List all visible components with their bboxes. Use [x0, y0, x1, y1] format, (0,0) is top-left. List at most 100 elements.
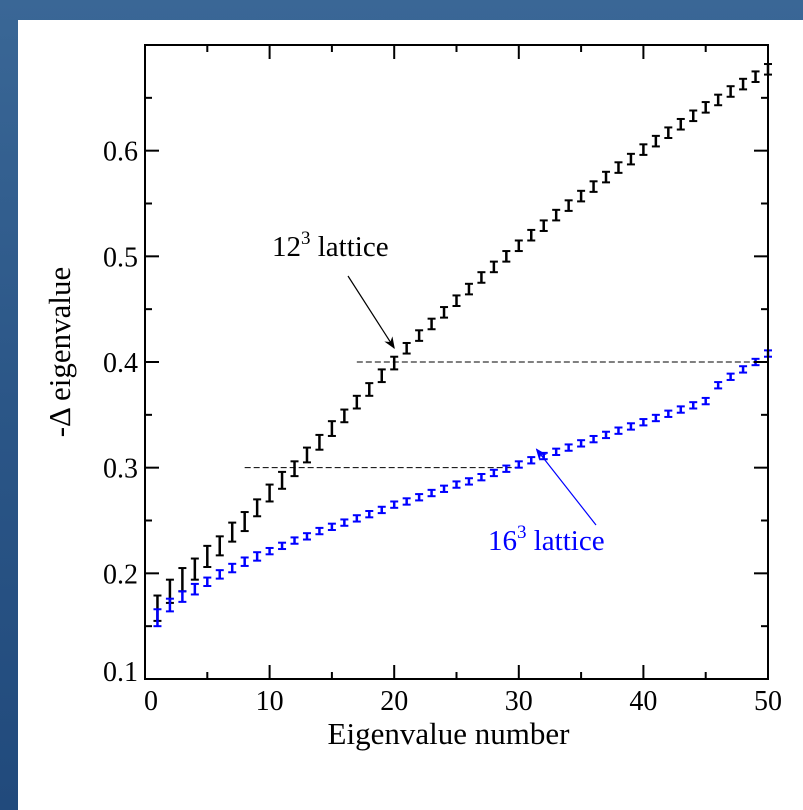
- data-point: [165, 597, 174, 613]
- data-point: [215, 535, 224, 557]
- data-point: [240, 556, 249, 567]
- data-point: [327, 420, 336, 437]
- data-point: [203, 576, 212, 588]
- data-point: [664, 126, 673, 139]
- data-point: [340, 518, 349, 527]
- y-tick-label: 0.1: [103, 657, 138, 688]
- data-point: [651, 413, 660, 423]
- data-point: [464, 282, 473, 296]
- data-point: [402, 497, 411, 506]
- data-point: [253, 551, 262, 562]
- x-tick-label: 40: [629, 686, 657, 717]
- data-point: [228, 562, 237, 574]
- data-point: [315, 433, 324, 451]
- data-point: [739, 77, 748, 91]
- data-point: [340, 408, 349, 424]
- data-point: [440, 484, 449, 493]
- data-point: [427, 317, 436, 331]
- data-point: [290, 536, 299, 545]
- data-point: [689, 109, 698, 123]
- data-point: [390, 355, 399, 371]
- reference-lines: [244, 361, 768, 469]
- data-point: [178, 567, 187, 593]
- x-axis-title: Eigenvalue number: [328, 716, 571, 751]
- data-point: [327, 522, 336, 532]
- data-point: [639, 418, 648, 427]
- data-point: [365, 382, 374, 397]
- data-point: [614, 161, 623, 174]
- data-point: [215, 569, 224, 580]
- data-point: [365, 509, 374, 519]
- data-point: [265, 483, 274, 503]
- data-point: [577, 189, 586, 203]
- data-point: [502, 464, 511, 473]
- data-point: [664, 409, 673, 418]
- data-point: [751, 70, 760, 83]
- annotation-12-base: 12: [272, 231, 301, 263]
- data-point: [489, 260, 498, 274]
- data-point: [302, 532, 311, 541]
- data-point: [302, 446, 311, 464]
- y-tick-label: 0.5: [103, 242, 138, 273]
- data-point: [602, 430, 611, 440]
- data-point: [253, 498, 262, 518]
- data-point: [402, 341, 411, 355]
- data-point: [701, 396, 710, 406]
- data-point: [589, 434, 598, 444]
- data-point: [676, 117, 685, 131]
- data-point: [415, 329, 424, 342]
- y-tick-label: 0.3: [103, 454, 138, 485]
- data-point: [539, 219, 548, 232]
- data-point: [477, 473, 486, 482]
- data-point: [527, 456, 536, 465]
- data-series: [153, 63, 772, 628]
- annotation-16-sup: 3: [517, 522, 527, 543]
- data-point: [278, 541, 287, 551]
- x-tick-label: 20: [380, 686, 408, 717]
- annotation-16-lattice: 163 lattice: [488, 522, 605, 557]
- x-tick-label: 0: [144, 686, 158, 717]
- chart-panel: 0 10 20 30 40 50 0.1 0.2 0.3 0.4 0.5 0.6 Eigenvalue…: [18, 20, 803, 810]
- data-point: [714, 93, 723, 107]
- data-point: [577, 439, 586, 448]
- data-point: [739, 365, 748, 374]
- data-point: [153, 608, 162, 628]
- data-point: [726, 85, 735, 98]
- data-point: [514, 460, 523, 469]
- annotation-12-text: lattice: [311, 231, 389, 263]
- data-point: [440, 306, 449, 319]
- data-point: [290, 460, 299, 478]
- data-point: [502, 250, 511, 263]
- data-point: [651, 134, 660, 148]
- data-point: [626, 422, 635, 431]
- data-point: [452, 294, 461, 307]
- series-16-lattice: [153, 349, 772, 628]
- annotation-16-arrow: [535, 448, 597, 526]
- data-point: [203, 544, 212, 568]
- data-point: [552, 447, 561, 456]
- data-point: [178, 590, 187, 603]
- data-point: [415, 493, 424, 502]
- annotation-12-lattice: 123 lattice: [272, 228, 389, 263]
- data-point: [527, 228, 536, 242]
- y-tick-label: 0.2: [103, 559, 138, 590]
- data-point: [489, 468, 498, 478]
- data-point: [240, 511, 249, 533]
- data-point: [639, 143, 648, 156]
- data-point: [514, 239, 523, 253]
- y-axis-title: -Δ eigenvalue: [42, 267, 77, 438]
- data-point: [352, 514, 361, 523]
- tick-labels: 0 10 20 30 40 50 0.1 0.2 0.3 0.4 0.5 0.6: [103, 137, 782, 717]
- data-point: [464, 477, 473, 486]
- data-point: [278, 470, 287, 490]
- data-point: [626, 152, 635, 166]
- annotation-12-arrow: [347, 275, 395, 350]
- data-point: [552, 208, 561, 222]
- data-point: [477, 271, 486, 284]
- data-point: [352, 394, 361, 410]
- x-tick-label: 50: [754, 686, 782, 717]
- y-tick-label: 0.6: [103, 137, 138, 168]
- data-point: [701, 101, 710, 114]
- data-point: [676, 405, 685, 414]
